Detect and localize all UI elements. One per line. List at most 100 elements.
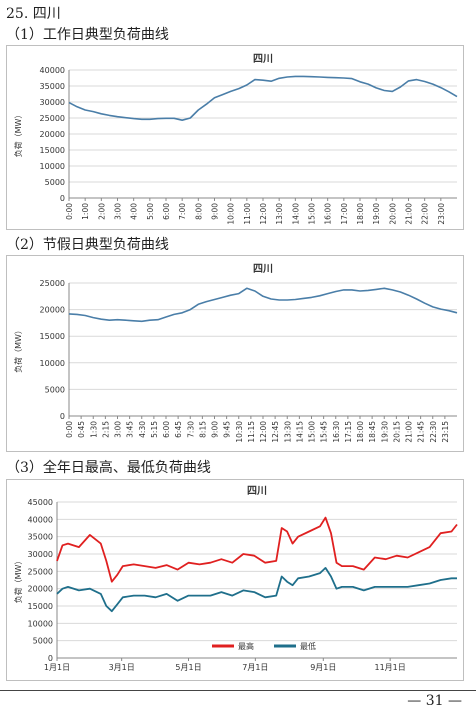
x-tick-label: 5:00 bbox=[146, 203, 155, 220]
y-tick-label: 30000 bbox=[28, 550, 53, 559]
x-tick-label: 15:00 bbox=[308, 203, 317, 225]
series-line-2 bbox=[56, 567, 457, 613]
x-tick-label: 4:00 bbox=[130, 203, 139, 220]
y-tick-label: 5000 bbox=[45, 178, 65, 187]
x-tick-label: 13:30 bbox=[283, 421, 292, 443]
x-tick-label: 9:00 bbox=[211, 421, 220, 438]
x-tick-label: 7:00 bbox=[178, 203, 187, 220]
x-tick-label: 13:00 bbox=[275, 203, 284, 225]
x-tick-label: 16:00 bbox=[324, 203, 333, 225]
x-tick-label: 18:00 bbox=[356, 421, 365, 443]
x-tick-label: 11月1日 bbox=[375, 663, 406, 672]
holiday-load-chart: 四川 0 5000 10000 15000 20000 25000 负荷（MW） 0:00 0:4… bbox=[6, 255, 464, 452]
y-tick-label: 15000 bbox=[40, 146, 65, 155]
y-tick-label: 15000 bbox=[28, 602, 53, 611]
x-tick-label: 18:45 bbox=[368, 421, 377, 443]
x-tick-label: 19:30 bbox=[380, 421, 389, 443]
y-tick-label: 10000 bbox=[40, 359, 65, 368]
y-tick-label: 20000 bbox=[28, 585, 53, 594]
y-tick-label: 10000 bbox=[28, 619, 53, 628]
y-tick-label: 5000 bbox=[45, 385, 65, 394]
series-line-1 bbox=[68, 75, 458, 121]
x-tick-label: 2:00 bbox=[97, 203, 106, 220]
y-tick-label: 45000 bbox=[28, 498, 53, 507]
x-tick-label: 11:00 bbox=[243, 203, 252, 225]
y-tick-label: 20000 bbox=[40, 130, 65, 139]
x-tick-label: 21:45 bbox=[417, 421, 426, 443]
legend-label-2: 最低 bbox=[300, 641, 316, 651]
x-tick-label: 6:45 bbox=[174, 421, 183, 438]
y-tick-label: 35000 bbox=[40, 82, 65, 91]
x-tick-label: 15:45 bbox=[320, 421, 329, 443]
x-tick-label: 19:00 bbox=[372, 203, 381, 225]
chart-3-heading: （3）全年日最高、最低负荷曲线 bbox=[6, 460, 211, 476]
x-tick-label: 8:15 bbox=[198, 421, 207, 438]
y-tick-label: 25000 bbox=[40, 279, 65, 288]
x-tick-label: 23:15 bbox=[441, 421, 450, 443]
x-tick-label: 23:00 bbox=[437, 203, 446, 225]
x-tick-label: 1月1日 bbox=[44, 663, 70, 672]
chart-title: 四川 bbox=[253, 263, 273, 275]
x-tick-label: 0:00 bbox=[65, 421, 74, 438]
x-tick-label: 14:00 bbox=[291, 203, 300, 225]
y-axis-label: 负荷（MW） bbox=[13, 557, 23, 604]
page-number: — 31 — bbox=[407, 693, 462, 709]
legend-label-1: 最高 bbox=[238, 641, 254, 651]
x-tick-label: 1:30 bbox=[89, 421, 98, 438]
y-tick-label: 5000 bbox=[33, 637, 53, 646]
section-title: 25. 四川 bbox=[6, 6, 61, 22]
x-tick-label: 7:30 bbox=[186, 421, 195, 438]
chart-title: 四川 bbox=[253, 53, 273, 65]
y-tick-label: 25000 bbox=[40, 114, 65, 123]
x-tick-label: 5月1日 bbox=[175, 663, 201, 672]
y-tick-label: 25000 bbox=[28, 567, 53, 576]
y-tick-label: 0 bbox=[60, 412, 65, 421]
y-tick-label: 35000 bbox=[28, 533, 53, 542]
y-tick-label: 15000 bbox=[40, 332, 65, 341]
chart-2-heading: （2）节假日典型负荷曲线 bbox=[6, 237, 169, 253]
footer-rule bbox=[0, 690, 476, 691]
x-tick-label: 3:00 bbox=[114, 421, 123, 438]
y-tick-label: 0 bbox=[60, 194, 65, 203]
x-tick-label: 8:00 bbox=[194, 203, 203, 220]
x-tick-label: 14:15 bbox=[295, 421, 304, 443]
x-tick-label: 17:00 bbox=[340, 203, 349, 225]
y-tick-label: 40000 bbox=[40, 66, 65, 75]
x-tick-label: 3:45 bbox=[126, 421, 135, 438]
x-tick-label: 3月1日 bbox=[109, 663, 135, 672]
y-axis-label: 负荷（MW） bbox=[13, 326, 23, 373]
x-tick-label: 6:00 bbox=[162, 421, 171, 438]
x-tick-label: 21:00 bbox=[405, 421, 414, 443]
x-tick-label: 4:30 bbox=[138, 421, 147, 438]
weekday-load-chart: 四川 0 5000 10000 15000 20000 25000 30000 35000 400… bbox=[6, 45, 464, 230]
x-tick-label: 1:00 bbox=[81, 203, 90, 220]
x-tick-label: 6:00 bbox=[162, 203, 171, 220]
x-tick-label: 18:00 bbox=[356, 203, 365, 225]
chart-1-heading: （1）工作日典型负荷曲线 bbox=[6, 27, 169, 43]
x-tick-label: 20:00 bbox=[388, 203, 397, 225]
y-tick-label: 20000 bbox=[40, 306, 65, 315]
y-tick-label: 40000 bbox=[28, 515, 53, 524]
series-line-1 bbox=[68, 287, 458, 323]
y-axis-label: 负荷（MW） bbox=[13, 111, 23, 158]
annual-load-chart: 四川 0 5000 10000 15000 20000 25000 30000 35000 400… bbox=[6, 479, 464, 681]
x-tick-label: 2:15 bbox=[101, 421, 110, 438]
x-tick-label: 17:15 bbox=[344, 421, 353, 443]
x-tick-label: 16:30 bbox=[332, 421, 341, 443]
x-tick-label: 15:00 bbox=[308, 421, 317, 443]
x-tick-label: 10:00 bbox=[227, 203, 236, 225]
x-tick-label: 0:00 bbox=[65, 203, 74, 220]
x-tick-label: 9月1日 bbox=[310, 663, 336, 672]
x-tick-label: 20:15 bbox=[392, 421, 401, 443]
weekday-load-chart-svg: 四川 0 5000 10000 15000 20000 25000 30000 35000 400… bbox=[13, 53, 458, 225]
x-tick-label: 12:45 bbox=[271, 421, 280, 443]
x-tick-label: 3:00 bbox=[114, 203, 123, 220]
x-tick-label: 21:00 bbox=[405, 203, 414, 225]
y-tick-label: 10000 bbox=[40, 162, 65, 171]
x-tick-label: 22:30 bbox=[429, 421, 438, 443]
x-tick-label: 12:00 bbox=[259, 421, 268, 443]
x-tick-label: 12:00 bbox=[259, 203, 268, 225]
x-tick-label: 0:45 bbox=[77, 421, 86, 438]
x-tick-label: 10:30 bbox=[235, 421, 244, 443]
x-tick-label: 22:00 bbox=[421, 203, 430, 225]
